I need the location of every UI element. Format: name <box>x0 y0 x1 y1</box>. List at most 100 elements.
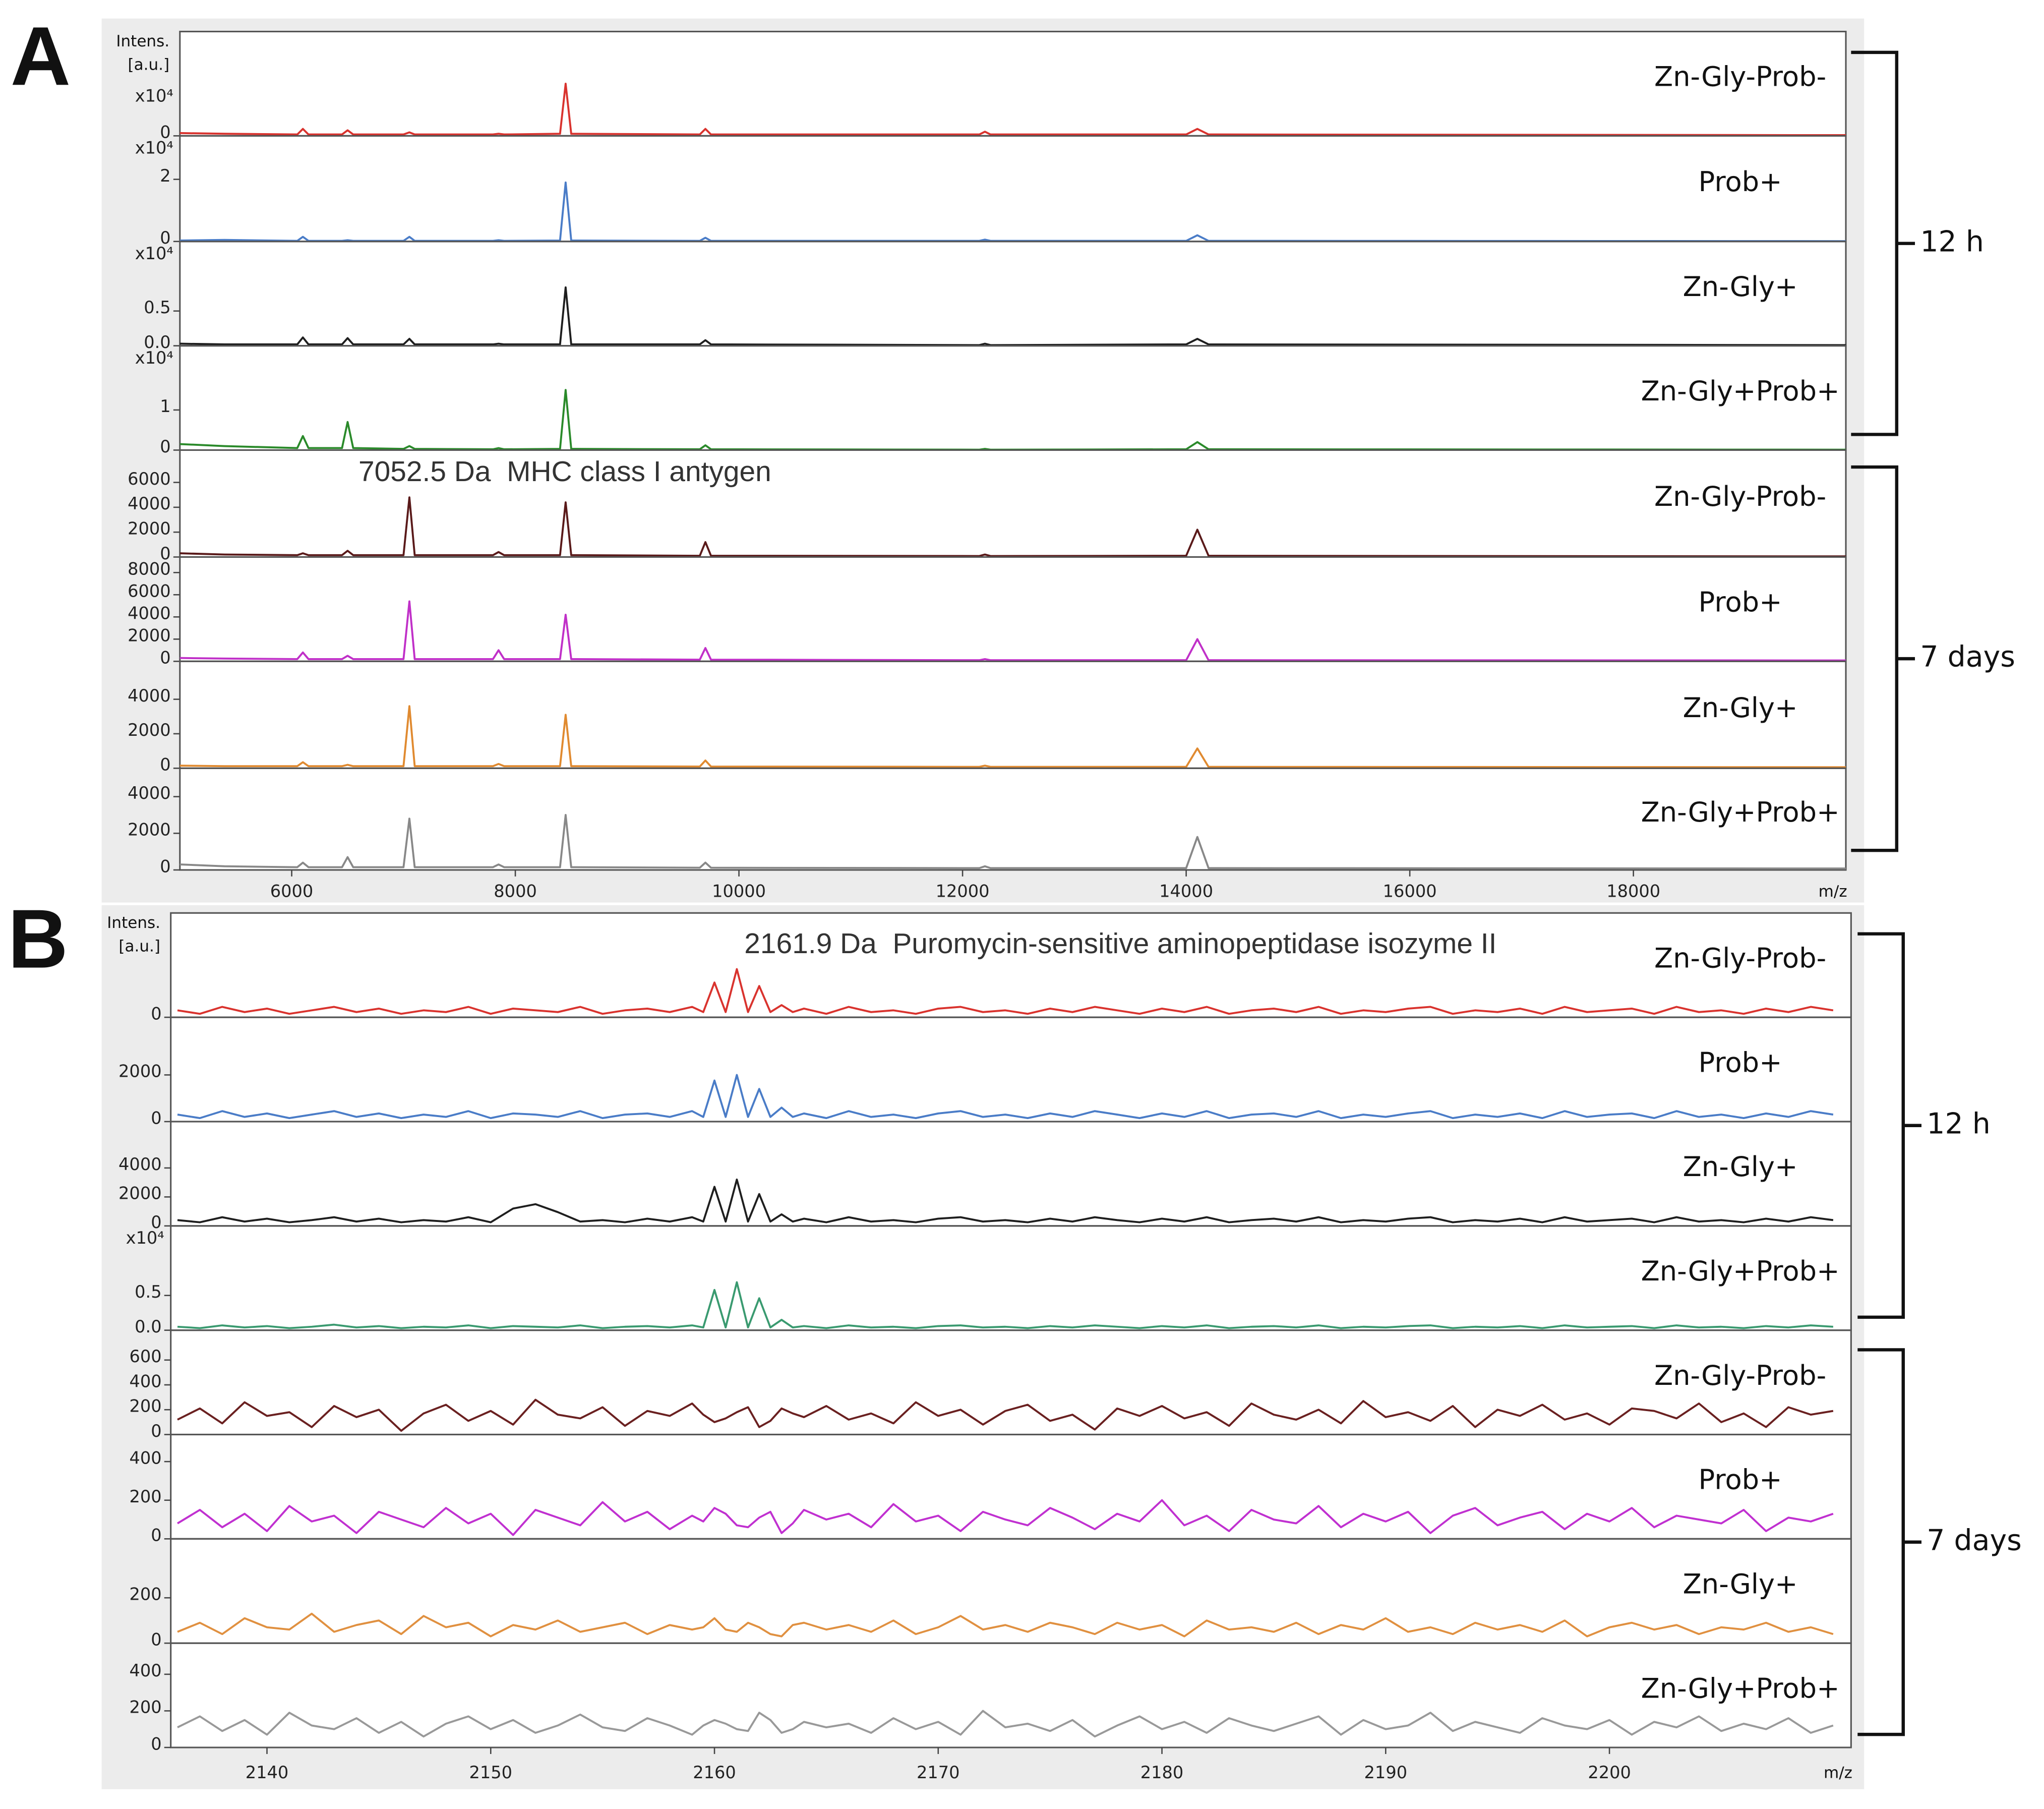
y-axis-label: [a.u.] <box>128 56 170 74</box>
subplot-frame <box>170 1642 1852 1748</box>
panel-letter: B <box>8 893 69 986</box>
y-tick-label: 1 <box>160 396 170 416</box>
spectrum-line <box>179 600 1846 662</box>
spectrum-line <box>177 1281 1833 1329</box>
y-tick-label: 2 <box>160 166 170 186</box>
panel-letter: A <box>11 10 71 103</box>
y-tick-label: 0 <box>160 123 170 142</box>
y-tick-label: 400 <box>129 1448 161 1468</box>
y-tick-label: 2000 <box>118 1184 162 1203</box>
annotation: 7052.5 Da MHC class I antygen <box>358 456 771 488</box>
group-label: 7 days <box>1920 640 2015 674</box>
row-label: Zn-Gly+Prob+ <box>1641 1255 1840 1287</box>
row-label: Zn-Gly+ <box>1683 271 1798 303</box>
y-tick-label: 200 <box>129 1585 161 1604</box>
y-axis-label: Intens. <box>116 32 169 50</box>
spectrum-line <box>177 1612 1834 1638</box>
y-tick-label: 0 <box>160 228 170 248</box>
row-label: Zn-Gly+Prob+ <box>1641 1672 1840 1704</box>
y-tick-label: 200 <box>129 1698 161 1717</box>
y-tick-label: 4000 <box>128 686 171 706</box>
y-tick-label: 6000 <box>128 469 171 489</box>
scale-label: x10⁴ <box>126 1228 164 1248</box>
x-tick-label: 2140 <box>246 1763 289 1782</box>
x-tick-label: 2160 <box>693 1763 736 1782</box>
y-tick-label: 4000 <box>118 1154 162 1174</box>
row-label: Prob+ <box>1699 1464 1782 1496</box>
y-tick-label: 2000 <box>128 720 171 740</box>
row-label: Zn-Gly+Prob+ <box>1641 796 1840 828</box>
y-tick-label: 400 <box>129 1371 161 1391</box>
row-label: Zn-Gly-Prob- <box>1654 943 1826 974</box>
x-tick-label: 8000 <box>494 881 537 901</box>
row-label: Zn-Gly+Prob+ <box>1641 375 1840 407</box>
annotation: 2161.9 Da Puromycin-sensitive aminopepti… <box>744 928 1496 960</box>
y-tick-label: 0 <box>151 1629 161 1649</box>
row-label: Prob+ <box>1699 587 1782 618</box>
spectrum-line <box>177 968 1834 1015</box>
spectrum-line <box>177 1398 1834 1432</box>
x-axis-label: m/z <box>1824 1764 1852 1782</box>
y-tick-label: 2000 <box>118 1062 162 1081</box>
y-tick-label: 0 <box>160 437 170 456</box>
y-tick-label: 0 <box>151 1108 161 1128</box>
y-tick-label: 0 <box>151 1004 161 1023</box>
spectrum-line <box>179 705 1846 769</box>
row-label: Prob+ <box>1699 1046 1782 1078</box>
y-tick-label: 400 <box>129 1661 161 1680</box>
y-tick-label: 0.5 <box>135 1282 161 1302</box>
x-tick-label: 2200 <box>1588 1763 1631 1782</box>
y-tick-label: 200 <box>129 1396 161 1416</box>
y-tick-label: 0 <box>160 755 170 775</box>
spectrum-line <box>179 496 1846 558</box>
x-tick-label: 18000 <box>1606 881 1660 901</box>
x-axis-label: m/z <box>1819 883 1847 901</box>
group-label: 12 h <box>1920 225 1984 258</box>
y-tick-label: 4000 <box>128 783 171 803</box>
spectrum-line <box>179 286 1846 346</box>
subplot-frame <box>179 767 1847 871</box>
row-label: Zn-Gly-Prob- <box>1654 1360 1826 1391</box>
y-tick-label: 0.0 <box>144 332 170 352</box>
spectrum-line <box>177 1074 1834 1119</box>
y-tick-label: 0 <box>151 1526 161 1545</box>
y-tick-label: 2000 <box>128 820 171 840</box>
group-bracket <box>1851 465 1915 852</box>
y-tick-label: 200 <box>129 1487 161 1506</box>
spectrum-line <box>179 814 1846 870</box>
y-tick-label: 0 <box>160 544 170 563</box>
scale-label: x10⁴ <box>135 86 173 105</box>
row-label: Prob+ <box>1699 166 1782 198</box>
spectrum-line <box>177 1710 1834 1738</box>
y-tick-label: 0.5 <box>144 298 170 317</box>
y-tick-label: 0 <box>151 1212 161 1232</box>
spectrum-line <box>177 1499 1834 1536</box>
y-axis-label: [a.u.] <box>118 938 160 956</box>
row-label: Zn-Gly+ <box>1683 1151 1798 1183</box>
row-label: Zn-Gly+ <box>1683 692 1798 724</box>
y-tick-label: 0 <box>151 1734 161 1754</box>
group-bracket <box>1857 932 1921 1319</box>
x-tick-label: 2150 <box>469 1763 513 1782</box>
group-label: 7 days <box>1927 1524 2022 1557</box>
scale-label: x10⁴ <box>135 244 173 263</box>
y-tick-label: 0 <box>160 648 170 668</box>
y-tick-label: 8000 <box>128 559 171 579</box>
row-label: Zn-Gly+ <box>1683 1568 1798 1600</box>
y-tick-label: 2000 <box>128 626 171 646</box>
y-tick-label: 0 <box>160 856 170 876</box>
group-label: 12 h <box>1927 1107 1991 1140</box>
group-bracket <box>1857 1348 1921 1736</box>
scale-label: x10⁴ <box>135 348 173 368</box>
y-tick-label: 0 <box>151 1421 161 1441</box>
y-tick-label: 4000 <box>128 494 171 513</box>
x-tick-label: 2170 <box>917 1763 960 1782</box>
y-tick-label: 600 <box>129 1347 161 1366</box>
x-tick-label: 14000 <box>1159 881 1213 901</box>
group-bracket <box>1851 50 1915 436</box>
y-tick-label: 4000 <box>128 604 171 623</box>
x-tick-label: 16000 <box>1383 881 1437 901</box>
spectrum-line <box>177 1178 1834 1223</box>
